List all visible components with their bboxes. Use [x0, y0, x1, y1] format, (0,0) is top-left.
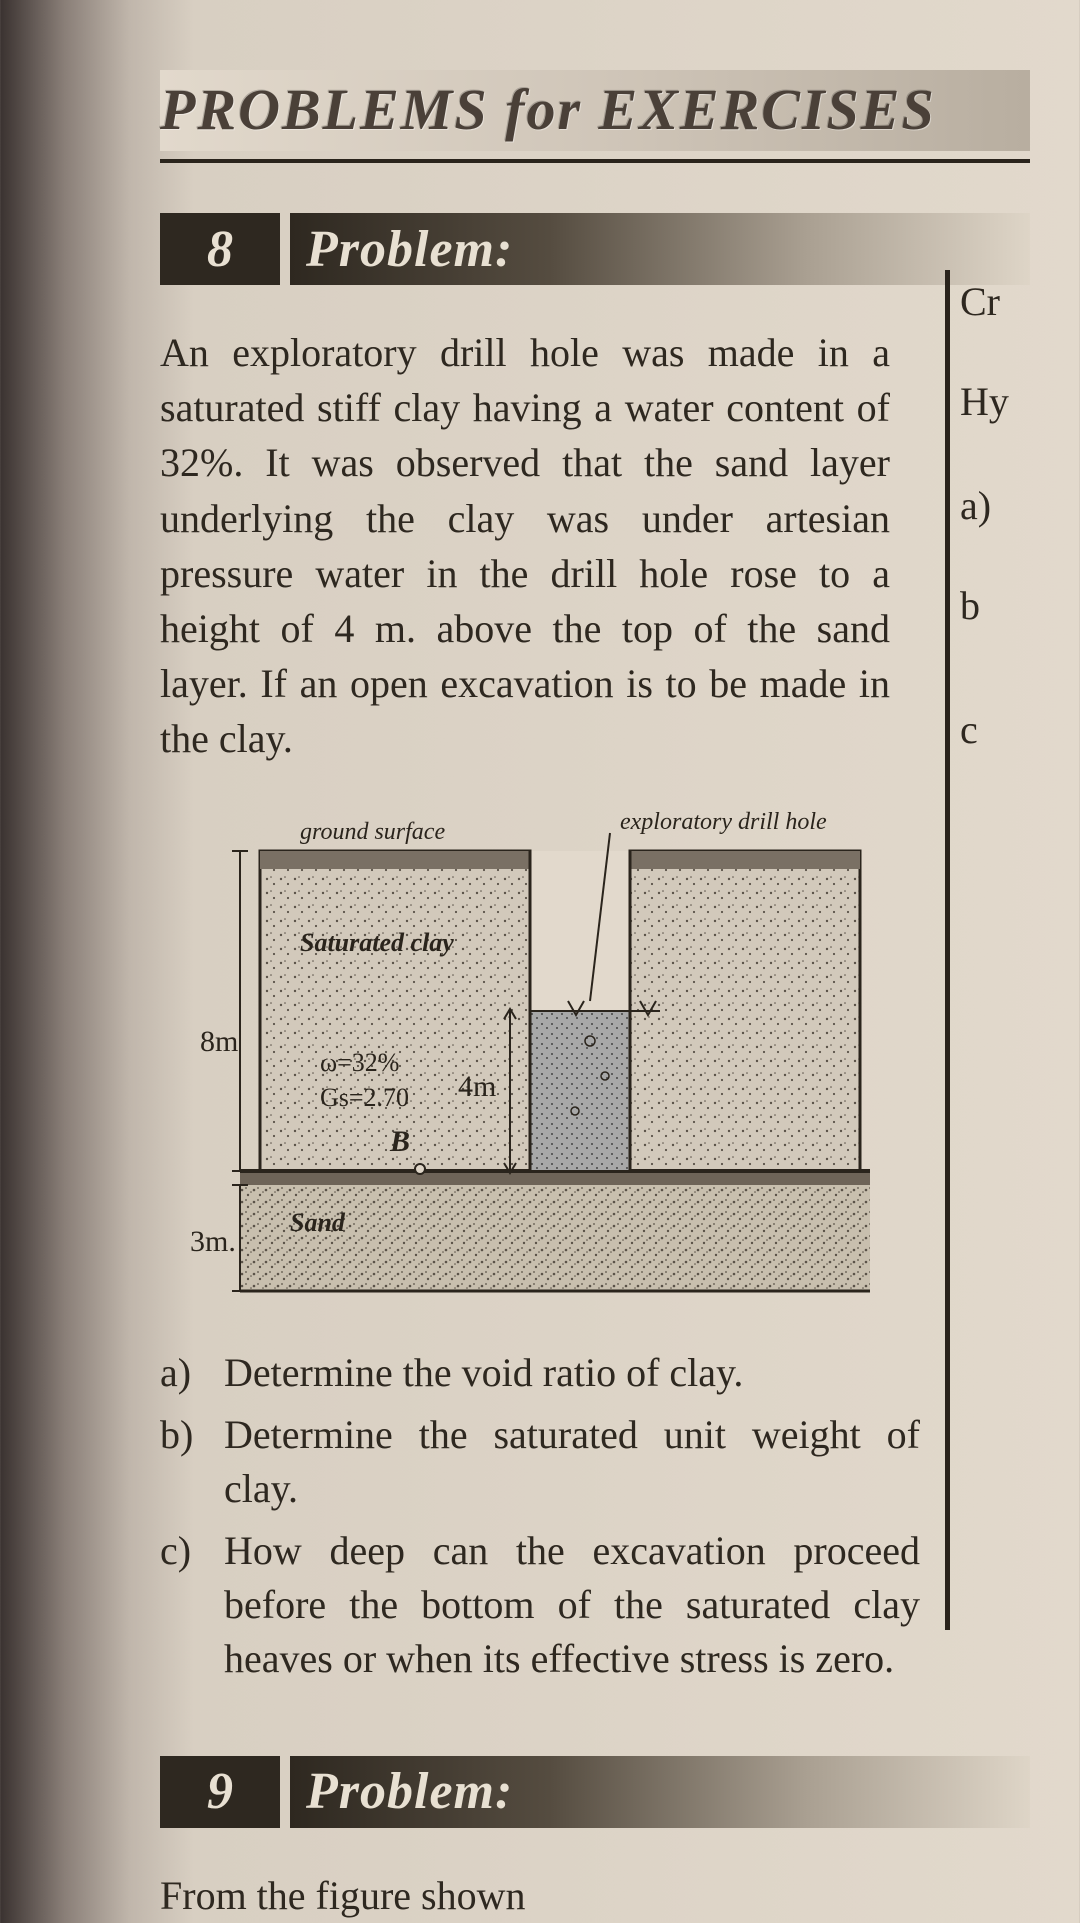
problem-8-label: 8 Problem: [160, 213, 1030, 285]
drill-hole-water [530, 1011, 630, 1171]
problem-number-box: 8 [160, 213, 280, 285]
surface-hatch-left [260, 851, 530, 869]
question-letter: a) [160, 1346, 224, 1400]
label-saturated-clay: Saturated clay [300, 928, 454, 957]
cutoff-text: Hy [960, 370, 1060, 434]
interface-hatch [240, 1171, 870, 1185]
soil-profile-diagram: 8m 3m. 4m ground surface exploratory dri… [180, 791, 880, 1316]
cutoff-text: b [960, 574, 1060, 638]
label-B: B [389, 1125, 410, 1158]
label-ground-surface: ground surface [300, 819, 445, 845]
point-B [415, 1164, 425, 1174]
question-list: a) Determine the void ratio of clay. b) … [160, 1346, 920, 1686]
label-sand: Sand [290, 1208, 346, 1237]
label-drill-hole: exploratory drill hole [620, 809, 827, 835]
dim-3m-label: 3m. [190, 1225, 236, 1258]
question-letter: b) [160, 1408, 224, 1516]
problem-9-label: 9 Problem: [160, 1756, 1030, 1828]
section-header-rule [160, 159, 1030, 163]
clay-right [630, 851, 860, 1171]
clay-left [260, 851, 530, 1171]
question-text: Determine the saturated unit weight of c… [224, 1408, 920, 1516]
question-c: c) How deep can the excavation proceed b… [160, 1524, 920, 1686]
label-gs: Gs=2.70 [320, 1083, 409, 1112]
problem-word-box: Problem: [290, 213, 1030, 285]
question-a: a) Determine the void ratio of clay. [160, 1346, 920, 1400]
cutoff-text: c [960, 698, 1060, 762]
problem-9-teaser: From the figure shown [160, 1868, 1030, 1923]
problem-8-body: An exploratory drill hole was made in a … [160, 325, 1030, 767]
question-text: Determine the void ratio of clay. [224, 1346, 920, 1400]
sand-layer [240, 1185, 870, 1291]
dim-8m-label: 8m [200, 1025, 238, 1058]
right-cutoff-column: Cr Hy a) b c [960, 270, 1060, 798]
label-omega: ω=32% [320, 1048, 399, 1077]
dim-4m-label: 4m [458, 1070, 496, 1103]
problem-number-box: 9 [160, 1756, 280, 1828]
surface-hatch-right [630, 851, 860, 869]
section-header: PROBLEMS for EXERCISES [160, 70, 1030, 151]
column-divider [945, 270, 950, 1630]
cutoff-text: a) [960, 474, 1060, 538]
problem-word-box: Problem: [290, 1756, 1030, 1828]
question-text: How deep can the excavation proceed befo… [224, 1524, 920, 1686]
question-b: b) Determine the saturated unit weight o… [160, 1408, 920, 1516]
cutoff-text: Cr [960, 270, 1060, 334]
question-letter: c) [160, 1524, 224, 1686]
